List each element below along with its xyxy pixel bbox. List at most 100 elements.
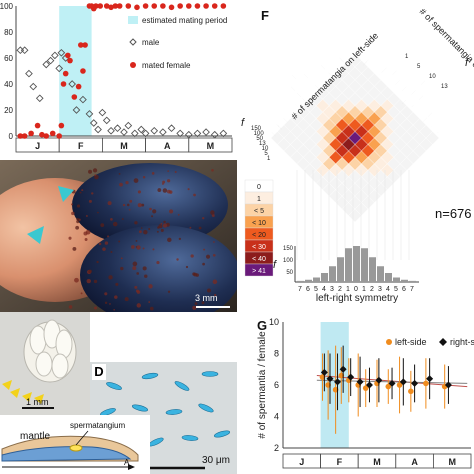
speckle [189,226,192,229]
speckle [128,208,131,211]
panel-micrograph-d: 30 μm D [90,362,237,474]
speckle [118,172,121,175]
male-point [25,69,33,78]
g-month-label: M [448,457,456,467]
male-point [102,116,111,125]
yellow-arrowhead-4 [34,394,44,404]
mated-female-point [125,3,132,9]
spermatangium-pointer [75,430,89,446]
speckle [151,215,154,218]
speckle [120,266,124,271]
speckle [108,275,113,280]
symmetry-bar [409,280,416,282]
marginal-right-bar [388,71,409,92]
speckle [78,218,81,221]
sperm-cell [165,409,183,415]
speckle [131,245,135,249]
speckle [86,278,91,284]
symmetry-bar [369,257,376,282]
y-tick-label: 60 [4,54,13,63]
symmetry-bar [385,273,392,282]
male-point [184,130,193,139]
speckle [207,288,212,293]
colorbar-label: 1 [257,196,261,203]
speckle [167,179,171,183]
symmetry-bar [377,266,384,282]
mated-female-point [75,83,82,90]
chromatophore-speckles [68,168,218,311]
symmetry-tick-label: 7 [410,286,414,293]
symmetry-tick-label: 3 [378,286,382,293]
speckle [149,306,154,311]
speckle [148,228,151,231]
mated-female-point [62,70,69,77]
mated-female-point [108,4,114,11]
male-point [72,106,81,114]
scale-label-30um: 30 μm [202,455,230,466]
g-legend-marker-left [386,339,392,345]
mated-female-point [60,81,67,87]
speckle [104,241,109,245]
speckle [167,237,172,243]
colorbar-label: < 30 [252,244,266,251]
speckle [98,242,102,246]
speckle [135,246,138,248]
speckle [201,301,205,305]
marginal-right-bar [414,99,433,118]
speckle [192,305,197,310]
speckle [214,293,217,297]
marginal-right-bar [407,88,431,111]
f-label-bottom: f [273,259,277,271]
male-point [46,56,55,65]
colorbar-swatch [244,263,274,277]
heatmap-cells [270,53,440,223]
speckle [135,289,139,293]
shaded-mating-period [59,6,92,136]
symmetry-bar [297,280,304,282]
speckle [114,295,118,299]
left-tick-label: 13 [259,141,266,147]
male-point [94,125,102,134]
speckle [157,188,162,192]
spermatangium-label: spermatangium [70,421,125,430]
speckle [126,203,130,207]
arrow-label-a: A [124,458,130,467]
male-point [219,129,228,138]
legend-label-female: mated female [142,61,191,70]
speckle [138,230,142,234]
speckle [125,181,129,185]
mated-female-point [80,68,86,74]
g-right-point [320,368,328,376]
speckle [137,190,141,194]
speckle [74,277,79,283]
mated-female-point [142,3,149,9]
g-left-point [423,380,429,387]
g-left-point [408,388,414,395]
speckle [152,248,155,251]
symmetry-bar [305,279,312,282]
mated-female-point [58,122,65,129]
colorbar-label: 0 [257,184,261,191]
speckle [158,224,163,229]
mated-female-point [78,42,84,48]
mated-female-point [56,133,62,139]
speckle [198,226,202,230]
male-point [120,128,128,136]
colorbar-label: < 5 [254,208,264,215]
speckle [71,203,74,206]
mated-female-point [103,3,110,9]
f-tick-label: 50 [286,270,293,276]
speckle [187,188,190,191]
g-month-label: F [337,457,343,467]
y-tick-label: 80 [4,28,13,37]
male-point [113,124,122,133]
speckle [76,220,80,224]
left-tick-label: 150 [251,126,262,132]
speckle [185,265,189,269]
mantle-label: mantle [20,431,50,442]
male-point [57,48,66,57]
speckle [102,247,106,251]
mated-female-point [203,3,209,9]
male-point [55,64,64,73]
speckle [107,201,112,206]
